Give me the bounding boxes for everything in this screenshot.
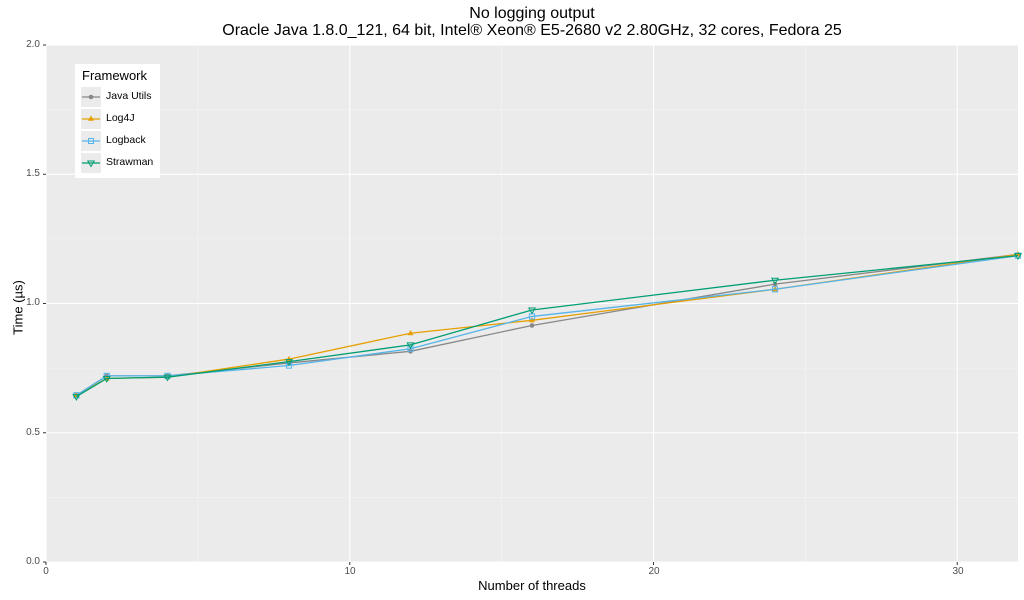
x-tick-label: 20 <box>648 566 660 577</box>
legend-label: Java Utils <box>106 90 152 102</box>
legend-item-logback: Logback <box>81 131 161 151</box>
legend-key-triangle-down-icon <box>81 153 101 173</box>
y-tick-label: 2.0 <box>26 39 40 50</box>
legend-title: Framework <box>82 68 148 83</box>
x-tick-label: 10 <box>344 566 356 577</box>
legend-item-log4j: Log4J <box>81 109 161 129</box>
x-tick-label: 30 <box>952 566 964 577</box>
legend-key-circle-icon <box>81 87 101 107</box>
legend-label: Strawman <box>106 156 154 168</box>
x-tick-label: 0 <box>43 566 49 577</box>
y-tick-label: 1.0 <box>26 297 40 308</box>
legend-key-triangle-up-icon <box>81 109 101 129</box>
y-tick-label: 1.5 <box>26 168 40 179</box>
x-axis-label: Number of threads <box>478 578 586 593</box>
chart-subtitle: Oracle Java 1.8.0_121, 64 bit, Intel® Xe… <box>222 22 842 39</box>
legend-item-strawman: Strawman <box>81 153 161 173</box>
y-tick-label: 0.5 <box>26 427 40 438</box>
legend-label: Log4J <box>106 112 135 124</box>
chart-title: No logging output <box>469 5 595 22</box>
y-tick-label: 0.0 <box>26 556 40 567</box>
legend-label: Logback <box>106 134 146 146</box>
legend: Framework Java Utils Log4J Logback Straw… <box>75 64 160 178</box>
legend-item-java-utils: Java Utils <box>81 87 161 107</box>
legend-key-square-icon <box>81 131 101 151</box>
y-axis-label: Time (µs) <box>10 280 26 335</box>
